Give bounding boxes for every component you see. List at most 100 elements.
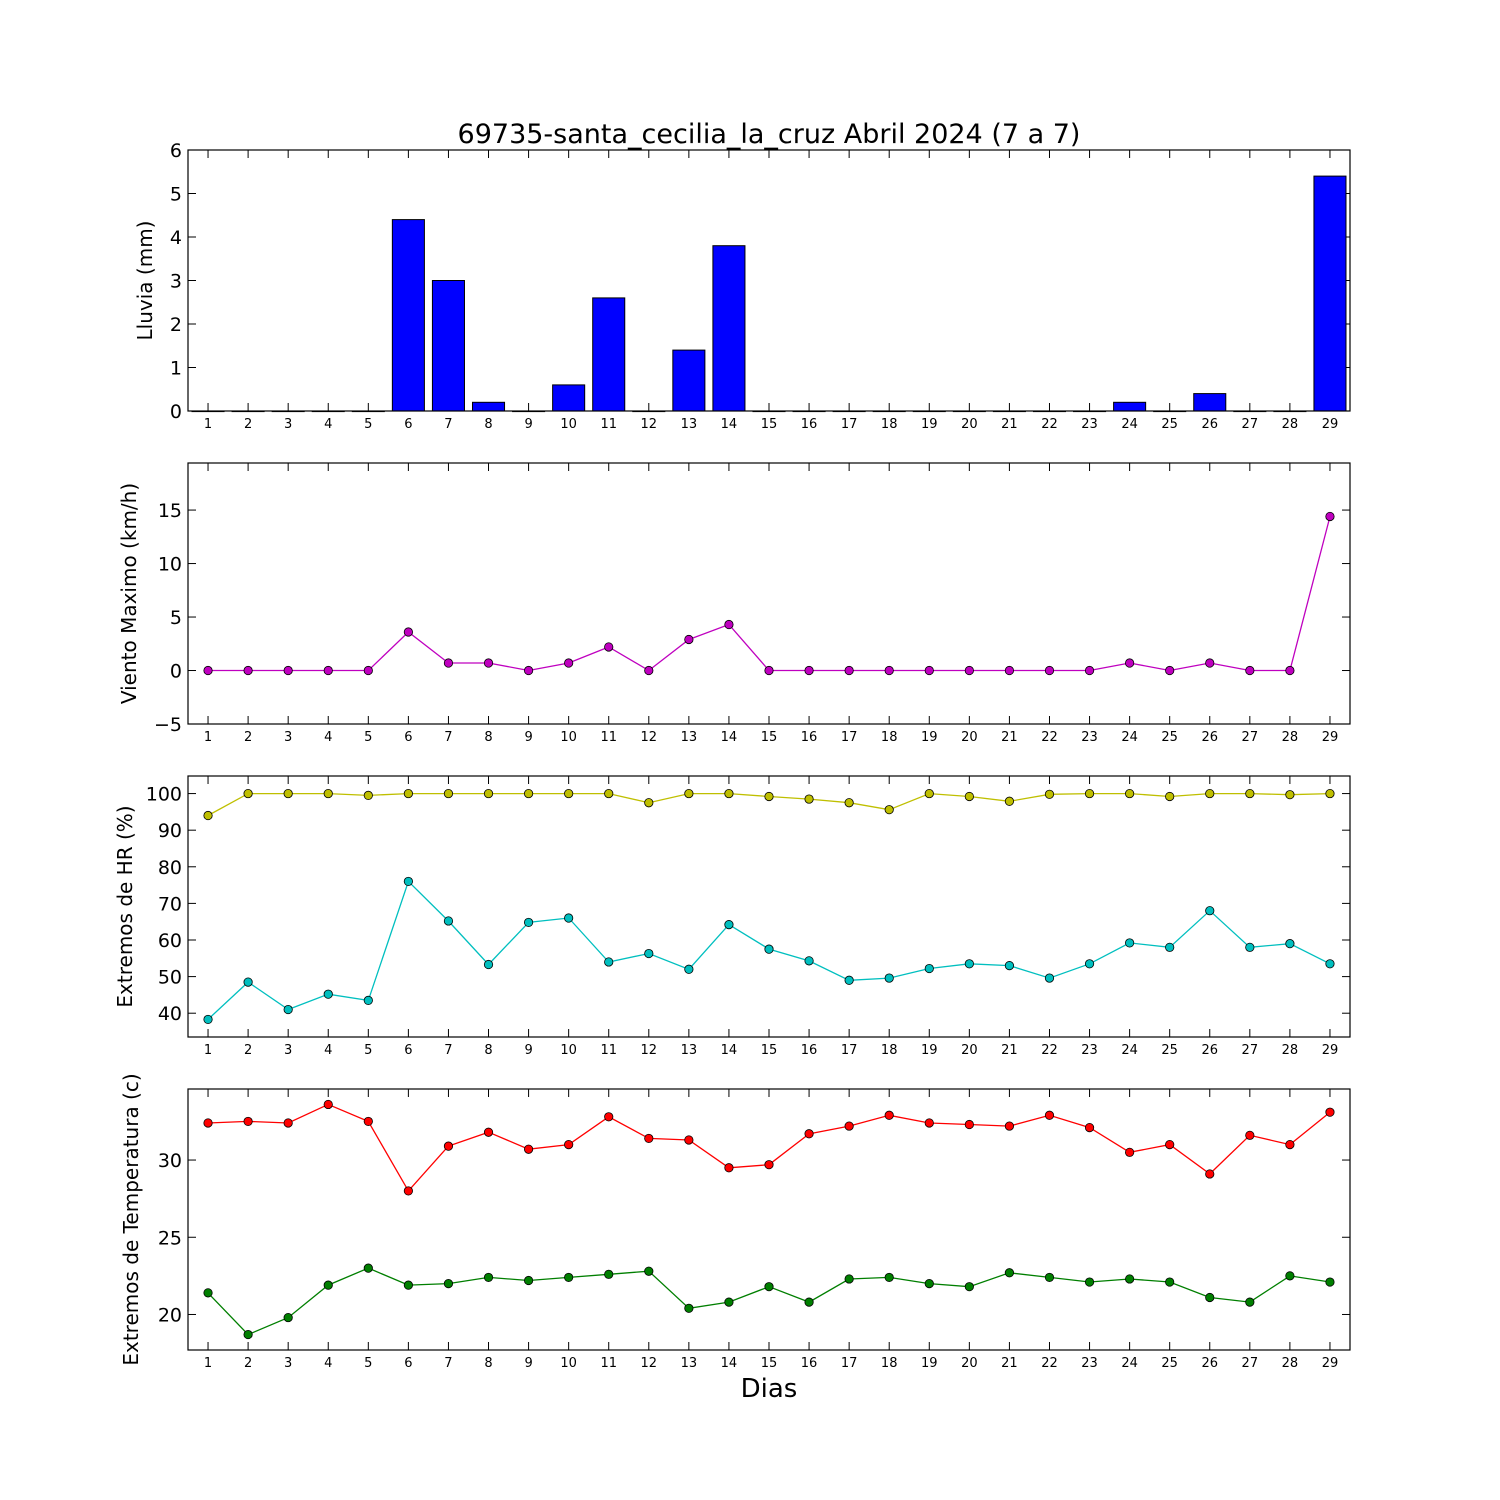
rain-bar — [592, 297, 626, 412]
x-tick-label: 23 — [1081, 1356, 1098, 1371]
x-tick-label: 24 — [1121, 1356, 1138, 1371]
x-tick-label: 4 — [324, 1356, 332, 1371]
x-tick-label: 6 — [404, 1043, 412, 1058]
y-axis-label: Viento Maximo (km/h) — [117, 483, 141, 704]
x-tick-label: 20 — [961, 1043, 978, 1058]
rain-bar — [1193, 393, 1227, 412]
data-point — [1245, 665, 1255, 676]
x-tick-label: 19 — [921, 1043, 938, 1058]
x-tick-label: 8 — [484, 1356, 492, 1371]
data-point — [724, 619, 734, 630]
data-point — [1125, 658, 1135, 668]
data-point — [323, 788, 333, 799]
rain-bar — [391, 219, 425, 412]
x-tick-label: 1 — [204, 1043, 212, 1058]
data-point — [684, 788, 694, 799]
x-tick-label: 26 — [1201, 1356, 1218, 1371]
y-tick-label: 100 — [146, 784, 182, 806]
data-point — [443, 916, 454, 926]
data-point — [203, 1014, 213, 1025]
y-tick-label: 90 — [158, 820, 182, 842]
data-point — [1325, 1277, 1335, 1287]
x-tick-label: 11 — [600, 1356, 617, 1371]
x-tick-label: 19 — [921, 1356, 938, 1371]
series-line-2 — [207, 1267, 1331, 1336]
x-tick-label: 5 — [364, 730, 372, 745]
rain-bar — [672, 349, 706, 412]
data-point — [764, 791, 774, 802]
x-tick-label: 6 — [404, 417, 412, 432]
data-point — [1004, 1268, 1015, 1278]
x-tick-label: 24 — [1121, 417, 1138, 432]
data-point — [604, 1269, 614, 1279]
x-tick-label: 19 — [921, 730, 938, 745]
data-point — [283, 665, 293, 676]
data-point — [1125, 1147, 1135, 1157]
data-point — [844, 1121, 854, 1131]
x-tick-label: 29 — [1322, 730, 1339, 745]
y-tick-label: 5 — [170, 607, 182, 629]
data-point — [443, 658, 454, 668]
data-point — [644, 1266, 654, 1276]
x-tick-label: 4 — [324, 730, 332, 745]
x-tick-label: 6 — [404, 1356, 412, 1371]
rain-bar — [1313, 175, 1347, 412]
x-tick-label: 25 — [1161, 1356, 1178, 1371]
data-point — [1084, 959, 1095, 969]
data-point — [1125, 1274, 1135, 1284]
x-tick-label: 25 — [1161, 730, 1178, 745]
x-tick-label: 15 — [761, 1043, 778, 1058]
data-point — [844, 1274, 854, 1284]
x-axis-label: Dias — [741, 1374, 798, 1404]
data-point — [1044, 1272, 1055, 1283]
x-tick-label: 2 — [244, 1356, 252, 1371]
y-tick-label: 20 — [158, 1304, 182, 1326]
data-point — [283, 788, 293, 799]
data-point — [203, 665, 213, 676]
x-tick-label: 10 — [560, 730, 577, 745]
x-tick-label: 17 — [841, 417, 858, 432]
x-tick-label: 14 — [721, 417, 738, 432]
x-tick-label: 6 — [404, 730, 412, 745]
x-tick-label: 14 — [721, 730, 738, 745]
data-point — [283, 1118, 293, 1128]
data-point — [523, 917, 534, 928]
x-tick-label: 22 — [1041, 1043, 1058, 1058]
data-point — [523, 665, 534, 676]
data-point — [1044, 1110, 1055, 1120]
data-point — [1004, 961, 1015, 971]
data-point — [804, 1129, 814, 1139]
x-tick-label: 13 — [681, 1043, 698, 1058]
data-point — [1285, 1139, 1295, 1150]
data-point — [323, 1280, 333, 1290]
data-point — [443, 788, 454, 799]
x-tick-label: 26 — [1201, 1043, 1218, 1058]
x-tick-label: 13 — [681, 417, 698, 432]
y-tick-label: 40 — [158, 1003, 182, 1025]
x-tick-label: 12 — [641, 417, 658, 432]
data-point — [203, 810, 213, 821]
x-tick-label: 1 — [204, 730, 212, 745]
data-point — [924, 1278, 934, 1289]
data-point — [243, 977, 253, 987]
data-point — [403, 1280, 413, 1290]
x-tick-label: 16 — [801, 417, 818, 432]
data-point — [644, 798, 654, 808]
chart-title: 69735-santa_cecilia_la_cruz Abril 2024 (… — [458, 119, 1081, 150]
x-tick-label: 2 — [244, 1043, 252, 1058]
data-point — [203, 1118, 213, 1128]
data-point — [323, 989, 333, 999]
x-tick-label: 11 — [600, 417, 617, 432]
data-point — [564, 788, 574, 799]
x-tick-label: 4 — [324, 417, 332, 432]
data-point — [1245, 1130, 1255, 1140]
x-tick-label: 14 — [721, 1043, 738, 1058]
x-tick-label: 8 — [484, 417, 492, 432]
y-tick-label: 0 — [170, 401, 182, 423]
x-tick-label: 10 — [560, 417, 577, 432]
data-point — [1165, 791, 1175, 802]
data-point — [523, 1144, 534, 1154]
x-tick-label: 11 — [600, 1043, 617, 1058]
